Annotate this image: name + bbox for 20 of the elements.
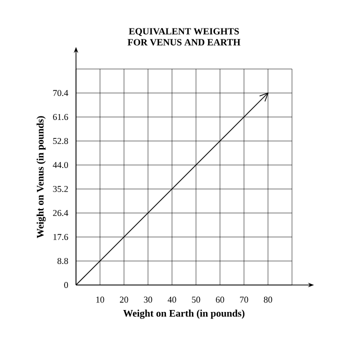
y-tick-label: 8.8 bbox=[57, 258, 68, 264]
x-tick-label: 50 bbox=[192, 296, 200, 303]
x-tick-label: 80 bbox=[264, 296, 272, 303]
x-tick-label: 10 bbox=[96, 296, 104, 303]
y-tick-label: 0 bbox=[64, 282, 68, 288]
y-tick-label: 70.4 bbox=[53, 90, 68, 96]
y-tick-label: 61.6 bbox=[53, 114, 68, 120]
chart-title: EQUIVALENT WEIGHTS FOR VENUS AND EARTH bbox=[128, 28, 240, 46]
y-tick-label: 17.6 bbox=[53, 234, 68, 240]
y-tick-label: 35.2 bbox=[53, 186, 68, 192]
x-axis-title: Weight on Earth (in pounds) bbox=[123, 310, 244, 319]
x-tick-label: 40 bbox=[168, 296, 176, 303]
y-axis-title: Weight on Venus (in pounds) bbox=[36, 116, 46, 238]
y-tick-label: 26.4 bbox=[53, 210, 68, 216]
x-tick-label: 60 bbox=[216, 296, 224, 303]
x-tick-label: 20 bbox=[120, 296, 128, 303]
x-tick-label: 30 bbox=[144, 296, 152, 303]
y-tick-label: 44.0 bbox=[52, 162, 68, 168]
y-tick-label: 52.8 bbox=[53, 138, 68, 144]
x-tick-label: 70 bbox=[240, 296, 248, 303]
